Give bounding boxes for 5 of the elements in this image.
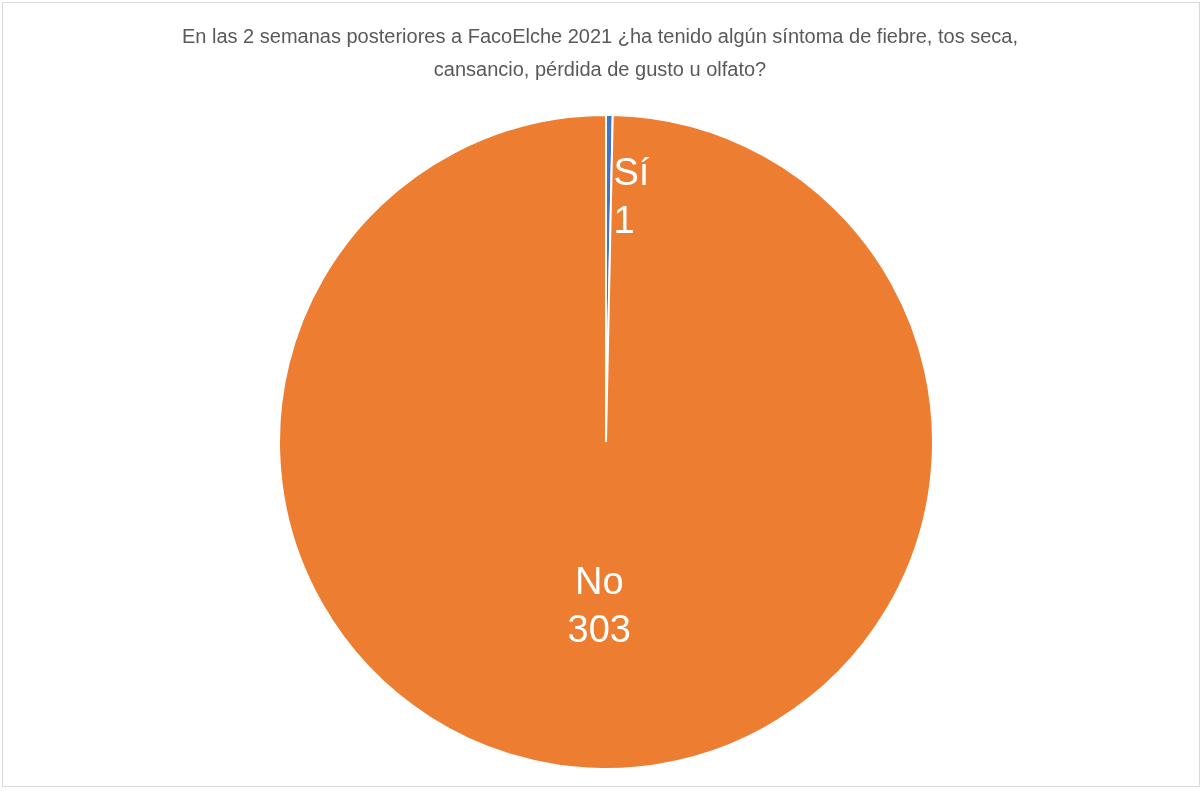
data-label: 1 [613,199,635,242]
slice-label: No [574,559,624,602]
chart-title: En las 2 semanas posteriores a FacoElche 2021 ¿ha tenido algún síntoma de fiebre, tos seca, cansancio, pérdida de gusto u olfato? [180,24,1019,82]
data-label: 303 [567,607,631,650]
slice-label: Sí [613,151,650,194]
